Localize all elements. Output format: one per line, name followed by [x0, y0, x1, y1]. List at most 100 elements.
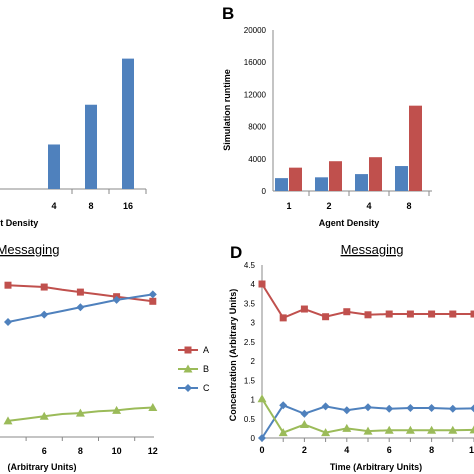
panel-a-bar-chart: 4 8 16 Agent Density — [0, 58, 147, 228]
panel-d-y-tick-label: 2.5 — [244, 338, 256, 347]
panel-c-data-point — [40, 310, 49, 319]
panel-c-x-tick-label: 12 — [148, 446, 158, 456]
panel-a-bars — [48, 58, 134, 190]
panel-b-y-tick-label: 0 — [262, 187, 267, 196]
panel-d-y-tick-label: 0 — [251, 434, 256, 443]
panel-d-data-point — [342, 423, 352, 432]
panel-d-data-point — [405, 425, 415, 434]
panel-a-x-tick-labels: 4 8 16 — [51, 201, 133, 211]
panel-d-data-point — [258, 434, 266, 442]
panel-d-data-point — [470, 404, 474, 413]
panel-d-letter: D — [230, 243, 242, 262]
panel-b-x-tick-label: 2 — [326, 201, 331, 211]
panel-b-y-tick-label: 12000 — [244, 90, 267, 99]
panel-c-legend-marker — [184, 384, 192, 392]
panel-a-bar — [122, 58, 134, 190]
panel-b-bar — [395, 166, 408, 191]
panel-d-x-tick-label: 10 — [469, 445, 474, 455]
panel-c-data-point — [75, 408, 85, 417]
panel-c-series — [3, 281, 158, 425]
panel-a-bar — [48, 144, 60, 189]
panel-b-x-tick-label: 8 — [406, 201, 411, 211]
panel-d-y-tick-label: 4 — [251, 280, 256, 289]
panel-d-x-tick-label: 6 — [387, 445, 392, 455]
panel-d-data-point — [406, 310, 414, 318]
panel-d-x-tick-label: 2 — [302, 445, 307, 455]
panel-d-data-point — [279, 314, 287, 322]
panel-d-data-point — [364, 311, 372, 319]
panel-b-bars — [275, 105, 422, 191]
panel-b-y-tick-labels: 0 4000 8000 12000 16000 20000 — [244, 26, 267, 196]
panel-c-x-tick-label: 10 — [112, 446, 122, 456]
panel-c-x-tick-label: 8 — [78, 446, 83, 456]
panel-b-x-tick-marks — [308, 191, 430, 196]
panel-c-data-point — [76, 303, 85, 312]
panel-d-line-chart: D Messaging 0 0.5 1 1.5 2 2.5 3 3.5 4 4.5 0 2 4 6 8 10… — [228, 242, 474, 472]
panel-b-bar — [369, 157, 382, 191]
panel-b-bar — [315, 177, 328, 191]
panel-a-bar — [85, 104, 97, 189]
panel-c-x-tick-marks — [25, 437, 136, 441]
panel-d-y-tick-label: 1.5 — [244, 376, 256, 385]
panel-a-x-tick-marks — [71, 189, 147, 194]
panel-d-x-tick-label: 4 — [344, 445, 349, 455]
panel-a-x-tick-label: 8 — [88, 201, 93, 211]
panel-c-legend-marker — [183, 364, 193, 373]
panel-a-x-tick-label: 4 — [51, 201, 56, 211]
panel-d-data-point — [257, 394, 267, 403]
panel-d-data-point — [449, 310, 457, 318]
panel-c-x-tick-labels: 6 8 10 12 — [42, 446, 158, 456]
panel-c-legend-label: A — [203, 345, 209, 355]
panel-c-legend: ABC — [178, 345, 210, 393]
panel-b-x-tick-labels: 1 2 4 8 — [286, 201, 411, 211]
panel-c-data-point — [149, 297, 157, 305]
panel-d-x-axis-label: Time (Arbitrary Units) — [330, 462, 422, 472]
panel-c-data-point — [39, 411, 49, 420]
panel-d-data-point — [470, 310, 474, 318]
panel-b-y-tick-label: 20000 — [244, 26, 267, 35]
panel-d-data-point — [321, 428, 331, 437]
panel-d-data-point — [427, 425, 437, 434]
panel-d-data-point — [385, 310, 393, 318]
panel-d-y-tick-labels: 0 0.5 1 1.5 2 2.5 3 3.5 4 4.5 — [244, 261, 256, 443]
panel-b-bar — [275, 178, 288, 191]
panel-d-data-point — [363, 426, 373, 435]
panel-d-x-tick-label: 0 — [259, 445, 264, 455]
panel-c-x-axis-label: (Arbitrary Units) — [7, 462, 76, 472]
panel-c-data-point — [112, 295, 121, 304]
panel-d-y-tick-label: 1 — [251, 396, 256, 405]
panel-d-data-point — [385, 404, 394, 413]
panel-d-data-point — [322, 313, 330, 321]
panel-b-x-axis-label: Agent Density — [319, 218, 380, 228]
panel-d-data-point — [321, 402, 330, 411]
panel-c-line-chart: Messaging 6 8 10 12 (Arbitrary Units) ABC — [0, 242, 210, 472]
panel-c-x-tick-label: 6 — [42, 446, 47, 456]
panel-b-x-tick-label: 1 — [286, 201, 291, 211]
panel-d-y-axis-label: Concentration (Arbitrary Units) — [228, 289, 238, 422]
panel-c-data-point — [112, 405, 122, 414]
panel-c-legend-label: C — [203, 383, 210, 393]
panel-d-x-tick-label: 8 — [429, 445, 434, 455]
panel-d-y-tick-label: 4.5 — [244, 261, 256, 270]
panel-c-data-point — [76, 288, 84, 296]
panel-c-legend-label: B — [203, 364, 209, 374]
panel-d-data-point — [300, 305, 308, 313]
panel-c-data-point — [148, 290, 157, 299]
panel-c-data-point — [3, 416, 13, 425]
panel-d-y-tick-label: 2 — [251, 357, 256, 366]
panel-b-y-tick-label: 8000 — [248, 123, 266, 132]
panel-b-y-tick-label: 16000 — [244, 58, 267, 67]
panel-d-data-point — [278, 428, 288, 437]
panel-b-bar — [355, 174, 368, 191]
panel-a-x-tick-label: 16 — [123, 201, 133, 211]
panel-c-data-point — [148, 403, 158, 412]
panel-d-data-point — [427, 403, 436, 412]
panel-d-data-point — [343, 308, 351, 316]
panel-c-legend-marker — [184, 346, 192, 354]
panel-d-data-point — [406, 403, 415, 412]
panel-d-data-point — [448, 425, 458, 434]
panel-d-y-tick-label: 0.5 — [244, 415, 256, 424]
panel-d-data-point — [258, 280, 266, 288]
panel-d-data-point — [342, 406, 351, 415]
